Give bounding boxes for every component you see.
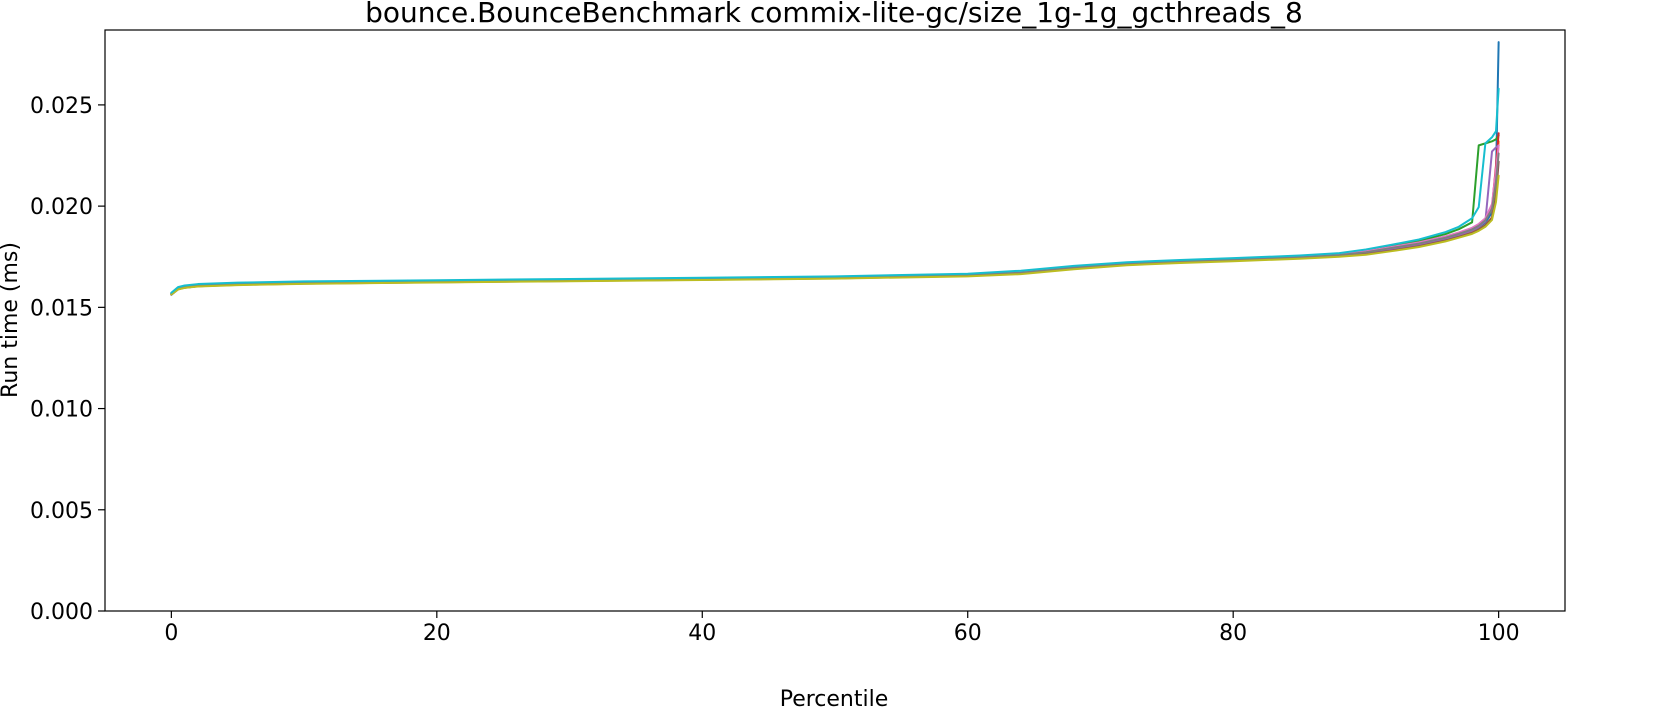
series-line-3 xyxy=(170,134,1500,295)
x-axis-title: Percentile xyxy=(780,687,889,710)
x-tick-label: 80 xyxy=(1219,621,1247,646)
y-axis: 0.000 0.005 0.010 0.015 0.020 0.025 xyxy=(30,94,105,625)
y-tick-label: 0.000 xyxy=(30,600,93,625)
y-tick-label: 0.005 xyxy=(30,499,93,524)
series-line-7 xyxy=(170,144,1500,295)
y-tick-label: 0.025 xyxy=(30,94,93,119)
x-tick-label: 100 xyxy=(1478,621,1520,646)
series-line-6 xyxy=(170,160,1500,296)
series-lines xyxy=(170,41,1500,296)
y-tick-label: 0.020 xyxy=(30,195,93,220)
x-tick-label: 20 xyxy=(423,621,451,646)
chart-title: bounce.BounceBenchmark commix-lite-gc/si… xyxy=(365,0,1303,29)
series-line-4 xyxy=(170,132,1500,295)
x-tick-label: 40 xyxy=(688,621,716,646)
series-line-9 xyxy=(170,174,1500,296)
plot-area-frame xyxy=(104,29,1566,612)
x-axis: 0 20 40 60 80 100 xyxy=(164,611,1520,646)
y-tick-label: 0.010 xyxy=(30,398,93,423)
y-axis-title: Run time (ms) xyxy=(0,242,23,398)
series-line-8 xyxy=(170,152,1500,295)
y-tick-label: 0.015 xyxy=(30,296,93,321)
series-line-5 xyxy=(170,144,1500,295)
series-line-10 xyxy=(170,87,1500,294)
series-line-2 xyxy=(170,140,1500,296)
x-tick-label: 60 xyxy=(954,621,982,646)
x-tick-label: 0 xyxy=(164,621,178,646)
